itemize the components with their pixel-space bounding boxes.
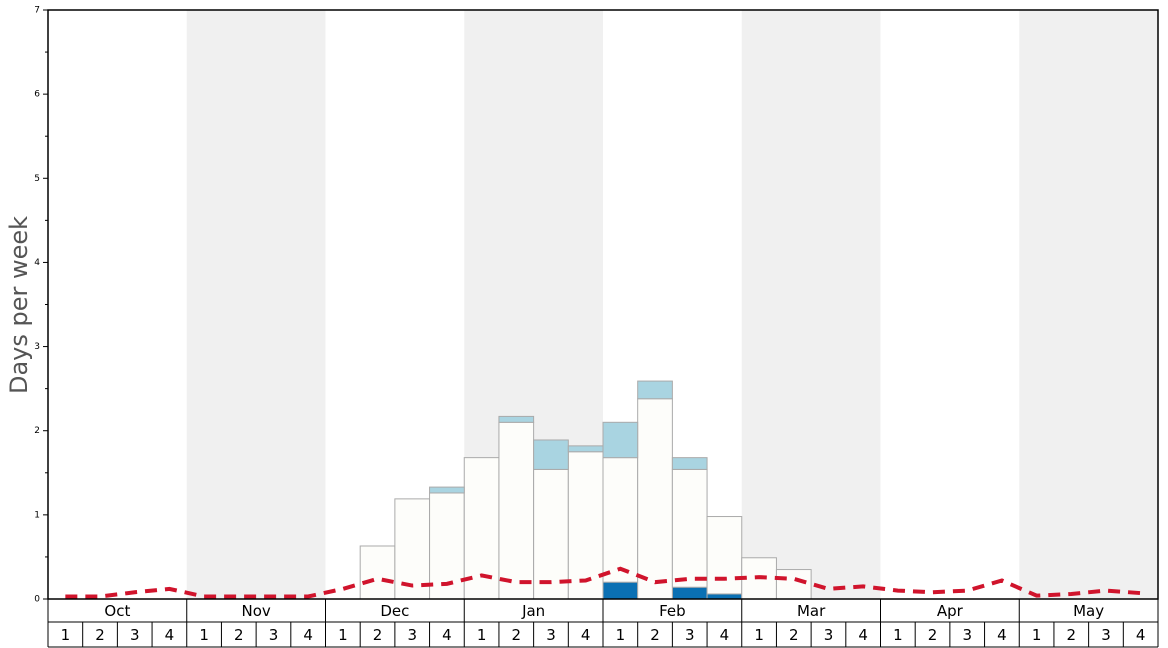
bar-segment	[567, 451, 604, 600]
x-tick-label: 3	[130, 626, 140, 644]
x-tick-label: 3	[1101, 626, 1111, 644]
bar-segment	[775, 569, 812, 600]
x-tick-label: 4	[303, 626, 313, 644]
x-tick-label: 1	[338, 626, 348, 644]
bar-segment	[637, 398, 673, 600]
x-tick-label: 2	[512, 626, 522, 644]
x-tick-label: 2	[928, 626, 938, 644]
bar-segment	[602, 581, 639, 600]
y-tick-label: 6	[34, 90, 40, 100]
y-tick-label: 4	[34, 258, 40, 268]
bar-segment	[533, 468, 569, 600]
month-label: Jan	[521, 602, 545, 620]
x-tick-label: 1	[1032, 626, 1042, 644]
month-label: Oct	[104, 602, 130, 620]
bar-segment	[706, 516, 743, 595]
x-tick-label: 1	[893, 626, 903, 644]
bar-segment	[671, 468, 708, 588]
x-tick-label: 4	[858, 626, 868, 644]
bar-segment	[567, 445, 604, 453]
x-tick-label: 3	[962, 626, 972, 644]
bar-segment	[671, 457, 708, 470]
month-label: Nov	[241, 602, 270, 620]
bar-segment	[671, 586, 708, 600]
month-label: Apr	[937, 602, 964, 620]
y-axis-label: Days per week	[5, 216, 33, 394]
month-shade	[186, 10, 326, 599]
x-tick-label: 3	[546, 626, 556, 644]
x-tick-label: 1	[616, 626, 626, 644]
x-tick-label: 3	[824, 626, 834, 644]
x-tick-label: 1	[199, 626, 209, 644]
bar-segment	[359, 545, 396, 600]
x-tick-label: 4	[442, 626, 452, 644]
x-tick-label: 2	[1067, 626, 1077, 644]
x-tick-label: 2	[789, 626, 799, 644]
x-tick-label: 3	[407, 626, 417, 644]
x-tick-label: 1	[477, 626, 487, 644]
y-tick-label: 1	[34, 510, 40, 520]
x-tick-label: 2	[373, 626, 383, 644]
y-tick-label: 0	[34, 595, 40, 605]
bar-segment	[602, 457, 639, 583]
bar-segment	[498, 415, 535, 423]
x-tick-label: 2	[234, 626, 244, 644]
x-tick-label: 4	[1136, 626, 1146, 644]
bar-segment	[602, 421, 639, 459]
month-label: Mar	[797, 602, 826, 620]
y-tick-label: 7	[34, 6, 40, 16]
trend-line	[65, 566, 1141, 599]
x-tick-label: 3	[269, 626, 279, 644]
bar-segment	[429, 486, 465, 494]
month-shade	[741, 10, 881, 599]
y-tick-label: 2	[34, 426, 40, 436]
x-tick-label: 1	[61, 626, 71, 644]
month-label: May	[1073, 602, 1104, 620]
month-label: Dec	[380, 602, 409, 620]
x-tick-label: 3	[685, 626, 695, 644]
x-tick-label: 1	[754, 626, 764, 644]
y-tick-label: 3	[34, 342, 40, 352]
x-tick-label: 4	[720, 626, 730, 644]
x-tick-label: 4	[581, 626, 591, 644]
x-tick-label: 2	[95, 626, 105, 644]
bar-segment	[533, 439, 569, 470]
x-tick-label: 4	[165, 626, 175, 644]
month-label: Feb	[659, 602, 686, 620]
y-tick-label: 5	[34, 174, 40, 184]
bar-segment	[498, 421, 535, 600]
bar-segment	[706, 593, 743, 600]
bar-segment	[637, 380, 673, 400]
month-shade	[1019, 10, 1158, 599]
x-tick-label: 4	[997, 626, 1007, 644]
x-tick-label: 2	[650, 626, 660, 644]
